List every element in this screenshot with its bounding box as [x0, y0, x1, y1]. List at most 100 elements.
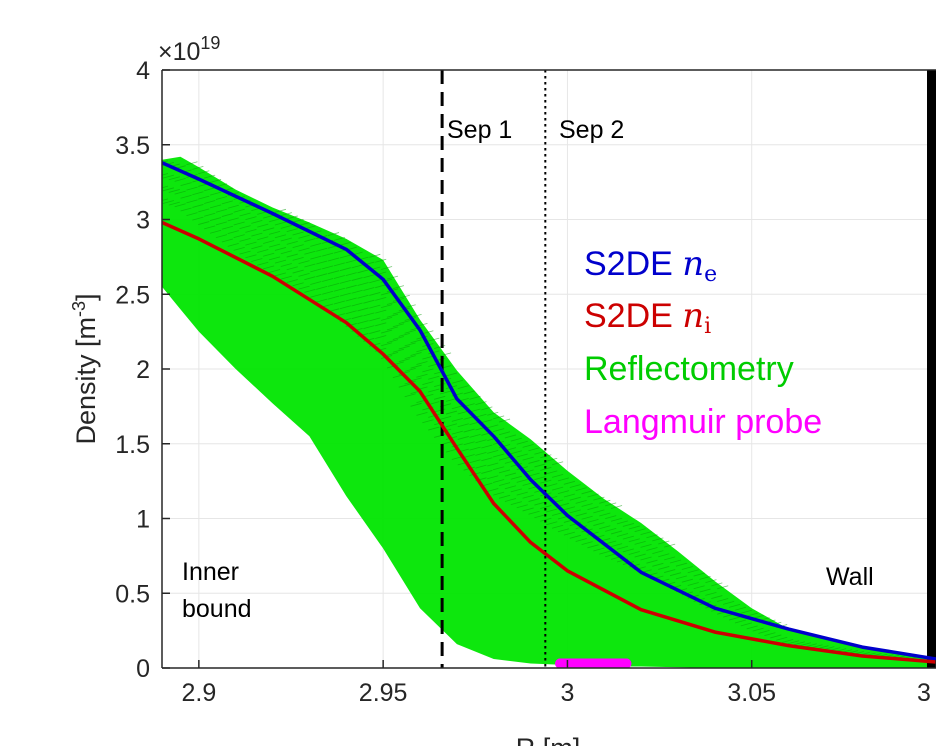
- reflectometry-hatch-mark: [333, 262, 346, 267]
- reflectometry-hatch-mark: [363, 299, 375, 304]
- reflectometry-hatch-mark: [186, 212, 198, 216]
- reflectometry-hatch-mark: [487, 488, 499, 492]
- reflectometry-hatch-mark: [268, 243, 281, 248]
- reflectometry-hatch-mark: [333, 287, 346, 292]
- reflectometry-hatch-mark: [410, 339, 422, 344]
- inner-bound-line-1: Inner: [182, 558, 239, 586]
- reflectometry-hatch-mark: [652, 537, 664, 542]
- langmuir-probe-point: [621, 658, 632, 668]
- reflectometry-hatch-mark: [339, 241, 351, 246]
- reflectometry-hatch-mark: [752, 627, 764, 632]
- reflectometry-hatch-mark: [634, 528, 646, 533]
- reflectometry-hatch-mark: [322, 252, 334, 257]
- reflectometry-hatch-mark: [575, 512, 587, 517]
- reflectometry-hatch-mark: [392, 285, 404, 290]
- reflectometry-hatch-mark: [280, 212, 292, 217]
- reflectometry-hatch-mark: [705, 579, 717, 584]
- reflectometry-hatch-mark: [168, 201, 180, 206]
- reflectometry-hatch-mark: [510, 501, 522, 506]
- reflectometry-hatch-mark: [434, 395, 446, 400]
- reflectometry-hatch-mark: [416, 361, 428, 365]
- reflectometry-hatch-mark: [587, 493, 599, 498]
- legend: S2DE ne S2DE ni Reflectometry Langmuir p…: [584, 244, 822, 441]
- reflectometry-hatch-mark: [251, 258, 263, 262]
- reflectometry-hatch-mark: [221, 213, 233, 217]
- reflectometry-hatch-mark: [528, 510, 540, 515]
- reflectometry-hatch-mark: [357, 269, 369, 274]
- reflectometry-hatch-mark: [593, 547, 605, 552]
- reflectometry-hatch-mark: [811, 644, 823, 649]
- reflectometry-hatch-mark: [605, 502, 617, 507]
- reflectometry-hatch-mark: [481, 406, 493, 411]
- reflectometry-hatch-mark: [363, 312, 375, 317]
- reflectometry-hatch-mark: [204, 225, 216, 230]
- reflectometry-hatch-mark: [540, 505, 552, 509]
- reflectometry-hatch-mark: [646, 559, 658, 564]
- reflectometry-hatch-mark: [263, 240, 275, 244]
- reflectometry-hatch-mark: [410, 377, 422, 382]
- reflectometry-hatch-mark: [245, 228, 257, 233]
- reflectometry-hatch-mark: [221, 238, 233, 243]
- reflectometry-hatch-mark: [546, 457, 558, 462]
- reflectometry-hatch-mark: [363, 325, 375, 329]
- reflectometry-hatch-mark: [198, 221, 210, 225]
- reflectometry-hatch-mark: [339, 292, 351, 297]
- reflectometry-hatch-mark: [534, 463, 546, 468]
- reflectometry-hatch-mark: [593, 509, 605, 514]
- legend-ni: S2DE ni: [584, 296, 711, 339]
- reflectometry-hatch-mark: [640, 531, 652, 536]
- reflectometry-hatch-mark: [516, 491, 528, 496]
- y-tick-label: 3: [136, 207, 150, 235]
- reflectometry-hatch-mark: [233, 208, 245, 213]
- reflectometry-hatch-mark: [351, 302, 363, 307]
- reflectometry-hatch-mark: [174, 178, 186, 182]
- reflectometry-hatch-mark: [487, 411, 499, 416]
- reflectometry-hatch-mark: [180, 207, 192, 212]
- reflectometry-hatch-mark: [292, 218, 304, 223]
- reflectometry-hatch-mark: [439, 352, 452, 357]
- reflectometry-hatch-mark: [339, 267, 351, 272]
- reflectometry-hatch-mark: [451, 379, 463, 384]
- reflectometry-hatch-mark: [469, 459, 481, 464]
- reflectometry-hatch-mark: [504, 498, 517, 502]
- reflectometry-hatch-mark: [475, 401, 487, 405]
- reflectometry-hatch-mark: [693, 572, 705, 577]
- reflectometry-hatch-mark: [481, 470, 493, 474]
- reflectometry-hatch-mark: [386, 351, 399, 356]
- legend-langmuir-probe: Langmuir probe: [584, 403, 822, 441]
- reflectometry-hatch-mark: [233, 221, 245, 226]
- reflectometry-hatch-mark: [681, 566, 693, 570]
- x-tick-label: 3.05: [727, 679, 776, 707]
- reflectometry-hatch-mark: [227, 204, 239, 209]
- y-tick-label: 0: [136, 655, 150, 683]
- reflectometry-hatch-mark: [428, 413, 440, 418]
- reflectometry-hatch-mark: [186, 186, 198, 191]
- reflectometry-hatch-mark: [351, 277, 363, 281]
- reflectometry-hatch-mark: [345, 310, 357, 315]
- reflectometry-hatch-mark: [227, 230, 239, 235]
- reflectometry-hatch-mark: [528, 498, 540, 502]
- reflectometry-hatch-mark: [375, 322, 387, 327]
- reflectometry-hatch-mark: [251, 232, 263, 237]
- reflectometry-hatch-mark: [204, 212, 216, 217]
- reflectometry-hatch-mark: [451, 418, 463, 422]
- legend-reflectometry: Reflectometry: [584, 350, 794, 388]
- reflectometry-hatch-mark: [192, 204, 204, 208]
- reflectometry-hatch-mark: [728, 603, 741, 608]
- reflectometry-hatch-mark: [587, 544, 599, 549]
- reflectometry-hatch-mark: [616, 533, 629, 537]
- reflectometry-hatch-mark: [398, 294, 410, 299]
- reflectometry-hatch-mark: [263, 214, 275, 219]
- reflectometry-hatch-mark: [162, 200, 175, 204]
- reflectometry-hatch-mark: [369, 253, 381, 258]
- reflectometry-band: [162, 156, 936, 668]
- reflectometry-hatch-mark: [327, 270, 340, 275]
- reflectometry-hatch-mark: [369, 317, 381, 322]
- reflectometry-hatch-mark: [292, 269, 304, 274]
- reflectometry-hatch-mark: [758, 630, 770, 634]
- reflectometry-hatch-mark: [498, 418, 511, 423]
- reflectometry-hatch-mark: [640, 543, 652, 548]
- reflectometry-hatch-mark: [316, 286, 328, 290]
- reflectometry-hatch-mark: [705, 591, 717, 596]
- reflectometry-hatch-mark: [669, 572, 682, 577]
